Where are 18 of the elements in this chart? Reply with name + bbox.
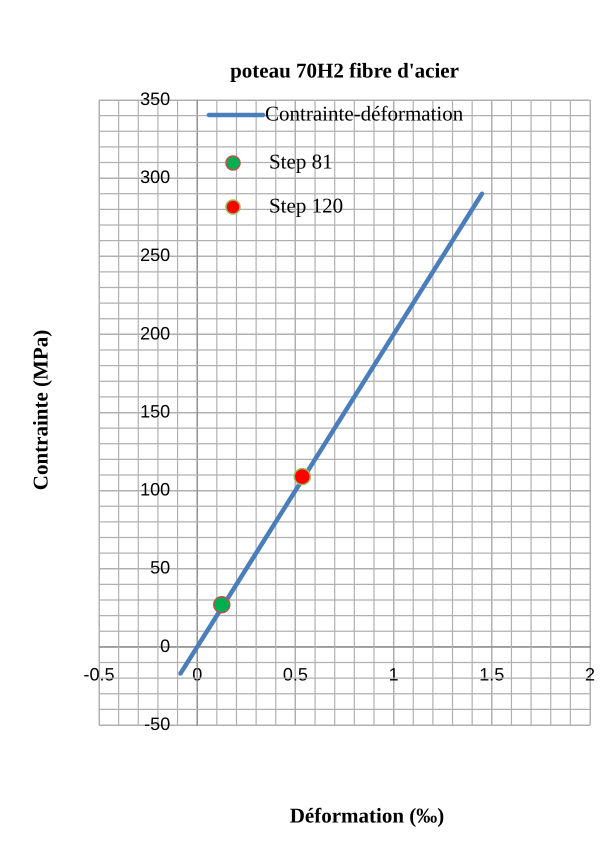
y-axis-title: Contrainte (MPa) bbox=[28, 330, 52, 490]
y-tick-label: 100 bbox=[140, 480, 170, 500]
legend-label: Step 120 bbox=[269, 194, 344, 218]
x-tick-label: 2 bbox=[584, 664, 596, 685]
y-tick-label: 200 bbox=[140, 323, 170, 344]
x-tick-label: -0.5 bbox=[83, 664, 115, 685]
chart-title: poteau 70H2 fibre d'acier bbox=[230, 58, 459, 82]
x-tick-label: 1 bbox=[388, 664, 399, 685]
legend-label: Step 81 bbox=[269, 150, 333, 174]
y-tick-label: 250 bbox=[140, 245, 170, 266]
legend-label: Contrainte-déformation bbox=[265, 102, 464, 126]
y-tick-label: 50 bbox=[150, 558, 170, 578]
y-tick-label: 300 bbox=[140, 167, 170, 188]
y-tick-label: 150 bbox=[140, 401, 170, 422]
y-tick-label: 0 bbox=[160, 636, 170, 656]
y-tick-label: -50 bbox=[144, 714, 170, 734]
y-tick-label: 350 bbox=[140, 88, 170, 109]
x-axis-title: Déformation (‰) bbox=[290, 803, 444, 828]
